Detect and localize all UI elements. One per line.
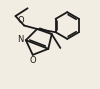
Text: O: O — [29, 56, 36, 65]
Text: O: O — [18, 16, 25, 25]
Text: N: N — [17, 35, 23, 44]
